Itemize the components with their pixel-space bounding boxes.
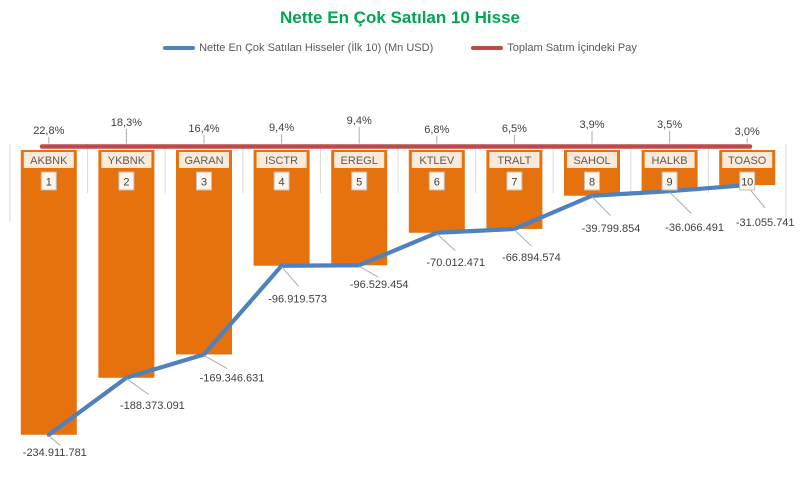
svg-text:4: 4 [279, 177, 285, 189]
percent-label-KTLEV: 6,8% [424, 124, 449, 136]
value-label-AKBNK: -234.911.781 [23, 447, 87, 459]
legend-item-net-sold[interactable]: Nette En Çok Satılan Hisseler (İlk 10) (… [163, 42, 433, 54]
svg-text:2: 2 [123, 177, 129, 189]
rank-badge-10: 10 [739, 171, 756, 191]
svg-text:SAHOL: SAHOL [573, 155, 610, 167]
ticker-label-AKBNK: AKBNK [23, 152, 74, 168]
legend-item-share[interactable]: Toplam Satım İçindeki Pay [471, 42, 637, 54]
leader-lines [48, 127, 766, 446]
percent-label-HALKB: 3,5% [657, 119, 682, 131]
bar-AKBNK[interactable] [20, 150, 77, 435]
percent-label-AKBNK: 22,8% [33, 125, 64, 137]
svg-text:TOASO: TOASO [728, 155, 767, 167]
svg-text:ISCTR: ISCTR [265, 155, 298, 167]
percent-label-GARAN: 16,4% [188, 123, 219, 135]
ticker-label-TOASO: TOASO [722, 152, 773, 168]
blue-line-swatch-icon [163, 46, 196, 50]
percent-label-YKBNK: 18,3% [111, 117, 142, 129]
ticker-label-HALKB: HALKB [644, 152, 695, 168]
svg-text:TRALT: TRALT [497, 155, 531, 167]
percent-label-TOASO: 3,0% [735, 126, 760, 138]
svg-text:3: 3 [201, 177, 207, 189]
legend-label-share: Toplam Satım İçindeki Pay [507, 42, 637, 54]
ticker-label-SAHOL: SAHOL [567, 152, 617, 168]
chart-title: Nette En Çok Satılan 10 Hisse [280, 8, 520, 27]
percent-label-SAHOL: 3,9% [579, 119, 604, 131]
rank-badge-1: 1 [40, 171, 57, 191]
ticker-label-TRALT: TRALT [489, 152, 540, 168]
svg-text:5: 5 [356, 177, 362, 189]
value-label-EREGL: -96.529.454 [350, 279, 409, 291]
rank-badge-3: 3 [196, 171, 212, 191]
bar-ISCTR[interactable] [253, 150, 310, 266]
rank-badge-9: 9 [661, 171, 678, 191]
svg-text:8: 8 [589, 177, 595, 189]
rank-badge-8: 8 [584, 171, 600, 191]
ticker-label-GARAN: GARAN [179, 152, 229, 168]
svg-text:10: 10 [741, 177, 753, 189]
svg-text:GARAN: GARAN [184, 155, 223, 167]
ticker-label-EREGL: EREGL [334, 152, 385, 168]
net-sold-line[interactable] [46, 182, 750, 437]
value-label-SAHOL: -39.799.854 [582, 223, 641, 235]
svg-text:1: 1 [46, 177, 52, 189]
category-separators [9, 144, 787, 222]
value-label-GARAN: -169.346.631 [200, 372, 265, 384]
percent-label-TRALT: 6,5% [502, 123, 527, 135]
net-sold-bars [20, 150, 776, 435]
svg-text:HALKB: HALKB [652, 155, 688, 167]
value-label-ISCTR: -96.919.573 [268, 294, 327, 306]
rank-badge-4: 4 [273, 171, 290, 191]
svg-text:YKBNK: YKBNK [108, 155, 146, 167]
svg-text:9: 9 [667, 177, 673, 189]
svg-text:KTLEV: KTLEV [419, 155, 455, 167]
value-label-KTLEV: -70.012.471 [426, 257, 485, 269]
legend-label-net-sold: Nette En Çok Satılan Hisseler (İlk 10) (… [199, 42, 434, 54]
value-label-TRALT: -66.894.574 [502, 252, 561, 264]
ticker-label-YKBNK: YKBNK [101, 152, 152, 168]
percent-label-EREGL: 9,4% [347, 115, 372, 127]
rank-badge-5: 5 [351, 171, 368, 191]
legend: Nette En Çok Satılan Hisseler (İlk 10) (… [0, 42, 800, 54]
percent-label-ISCTR: 9,4% [269, 122, 294, 134]
svg-text:7: 7 [511, 177, 517, 189]
bar-EREGL[interactable] [331, 150, 388, 266]
share-percent-labels: 22,8% 18,3% 16,4% 9,4% 9,4% 6,8% 6,5% 3,9% 3,5% 3… [33, 115, 760, 138]
rank-badge-6: 6 [428, 171, 445, 191]
rank-badge-7: 7 [506, 171, 523, 191]
svg-text:AKBNK: AKBNK [30, 155, 68, 167]
rank-badge-2: 2 [118, 171, 135, 191]
value-label-YKBNK: -188.373.091 [120, 400, 185, 412]
net-sold-value-labels: -234.911.781 -188.373.091 -169.346.631 -96.… [23, 217, 795, 459]
value-label-HALKB: -36.066.491 [665, 222, 724, 234]
ticker-label-ISCTR: ISCTR [256, 152, 307, 168]
svg-text:6: 6 [434, 177, 440, 189]
ticker-label-KTLEV: KTLEV [411, 152, 462, 168]
red-line-swatch-icon [471, 46, 504, 50]
svg-text:EREGL: EREGL [341, 155, 378, 167]
value-label-TOASO: -31.055.741 [736, 217, 795, 229]
